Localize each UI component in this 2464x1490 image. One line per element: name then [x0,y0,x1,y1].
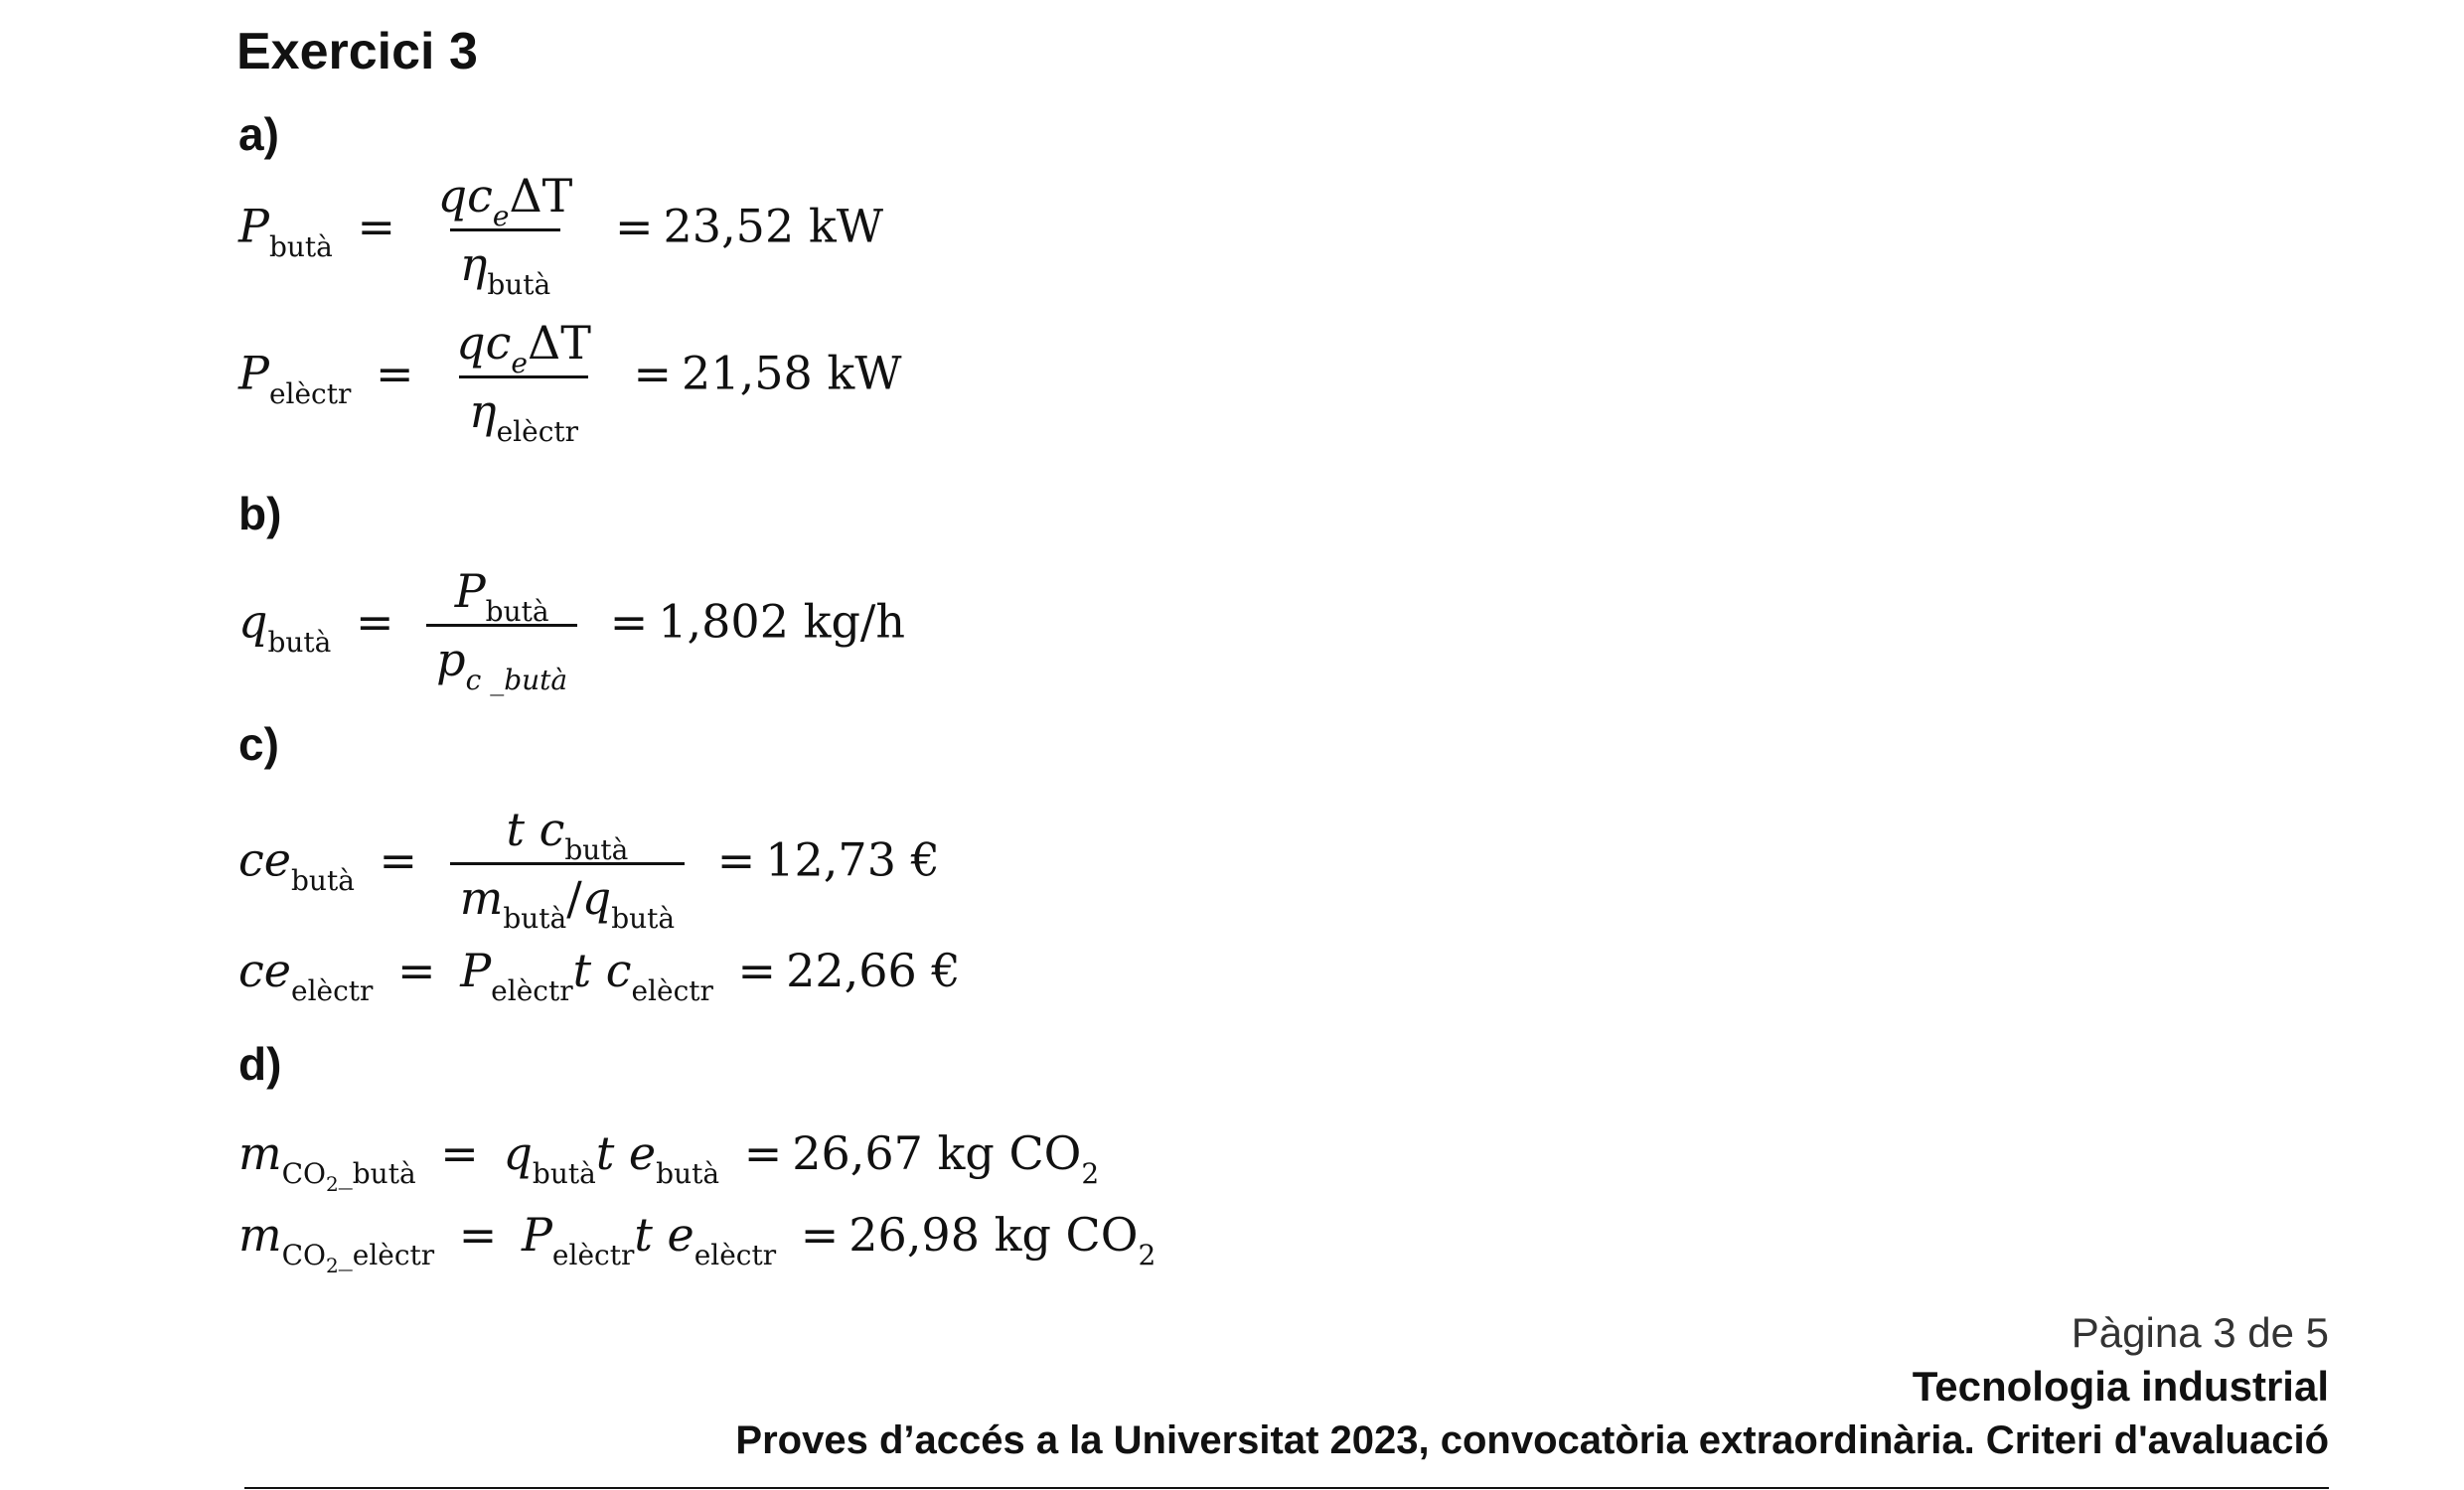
result-p-buta: 23,52 kW [663,199,883,253]
result-ce-electr: 22,66 € [786,944,961,997]
sub-co2-electr: CO2_elèctr [281,1239,435,1277]
sub-co2-buta: CO2_butà [281,1157,416,1196]
sub-buta: butà [532,1157,596,1190]
result-m-co2-buta: 26,67 kg CO2 [792,1126,1100,1190]
part-d-label: d) [238,1038,282,1090]
sub-electr: elèctr [491,974,573,1007]
part-b-label: b) [238,488,282,539]
sub-buta: butà [487,268,551,301]
sub-electr: elèctr [496,415,579,448]
part-a-label: a) [238,108,279,160]
sub-electr: elèctr [291,974,374,1007]
equation-m-co2-electr: mCO2_elèctr = Pelèctrt eelèctr = 26,98 kg… [238,1208,1156,1277]
equation-p-buta: Pbutà = qceΔT ηbutà = 23,52 kW [238,169,883,301]
exercise-title: Exercici 3 [236,23,478,80]
sub-buta: butà [268,229,333,263]
sub-buta: butà [611,902,676,935]
result-p-electr: 21,58 kW [682,346,902,400]
equation-ce-buta: cebutà = t cbutà mbutà/qbutà = 12,73 € [238,803,940,935]
equation-q-buta: qbutà = Pbutà pc _butà = 1,802 kg/h [238,564,906,696]
equation-ce-electr: ceelèctr = Pelèctrt celèctr = 22,66 € [238,944,961,1007]
sub-buta: butà [656,1157,720,1190]
footer-divider [244,1487,2329,1489]
sub-c-buta: c _butà [465,664,568,696]
sub-electr: elèctr [268,376,352,410]
fraction: qceΔT ηelèctr [456,316,591,448]
sub-electr: elèctr [693,1239,777,1271]
fraction: Pbutà pc _butà [426,564,578,696]
result-m-co2-electr: 26,98 kg CO2 [848,1208,1156,1271]
equation-m-co2-buta: mCO2_butà = qbutàt ebutà = 26,67 kg CO2 [238,1126,1100,1196]
exam-title: Proves d’accés a la Universitat 2023, co… [735,1418,2329,1462]
part-c-label: c) [238,718,279,770]
sub-buta: butà [564,833,629,866]
page-number: Pàgina 3 de 5 [2071,1309,2329,1356]
fraction: t cbutà mbutà/qbutà [449,803,686,935]
fraction: qceΔT ηbutà [437,169,573,301]
sub-buta: butà [485,595,549,628]
equation-p-electr: Pelèctr = qceΔT ηelèctr = 21,58 kW [238,316,902,448]
sub-electr: elèctr [551,1239,635,1271]
sub-buta: butà [291,863,355,897]
sub-buta: butà [267,625,332,659]
subject-name: Tecnologia industrial [1912,1363,2329,1410]
result-q-buta: 1,802 kg/h [658,594,906,649]
sub-buta: butà [503,902,567,935]
result-ce-buta: 12,73 € [765,832,940,887]
sub-electr: elèctr [631,974,713,1007]
